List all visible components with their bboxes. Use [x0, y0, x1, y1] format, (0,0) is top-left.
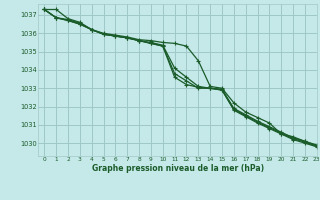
X-axis label: Graphe pression niveau de la mer (hPa): Graphe pression niveau de la mer (hPa)	[92, 164, 264, 173]
